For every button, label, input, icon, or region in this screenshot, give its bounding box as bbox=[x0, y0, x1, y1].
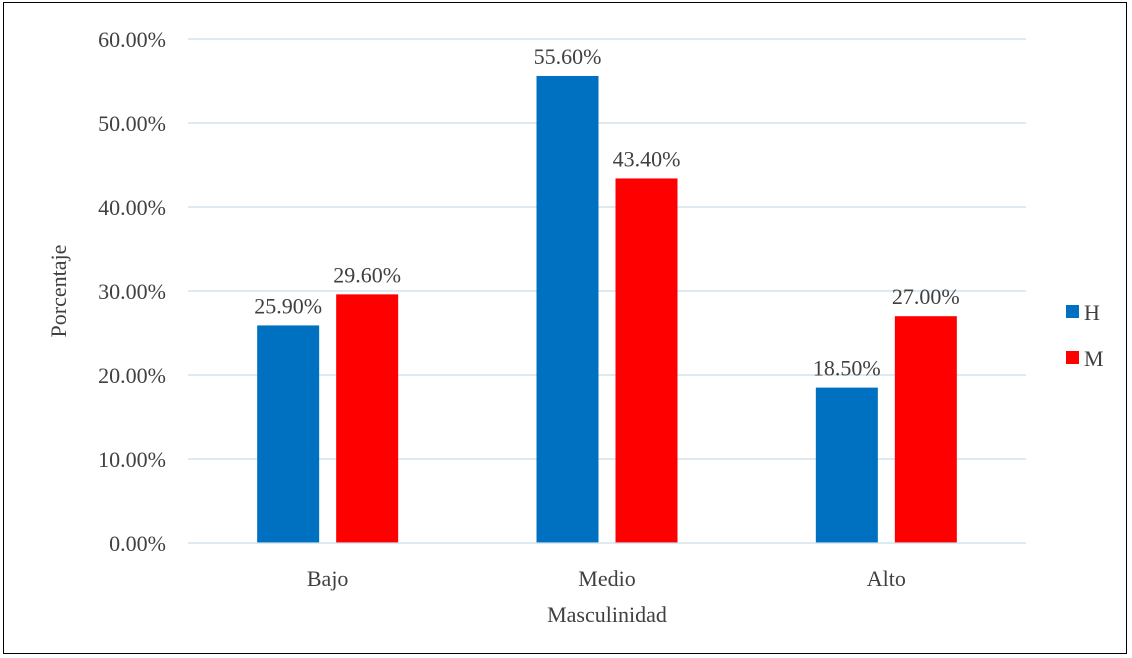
data-label: 29.60% bbox=[333, 262, 401, 287]
x-tick-label: Bajo bbox=[307, 566, 349, 591]
data-labels: 25.90% 29.60% 55.60% 43.40% 18.50% 27.00% bbox=[254, 44, 959, 381]
data-label: 18.50% bbox=[813, 356, 881, 381]
bars bbox=[257, 75, 957, 544]
bar-h-alto bbox=[815, 387, 878, 543]
bar-m-medio bbox=[615, 178, 678, 543]
legend-swatch-m bbox=[1066, 351, 1079, 364]
y-tick-label: 0.00% bbox=[109, 531, 166, 556]
y-tick-label: 20.00% bbox=[98, 363, 166, 388]
data-label: 25.90% bbox=[254, 293, 322, 318]
y-axis-ticks: 0.00% 10.00% 20.00% 30.00% 40.00% 50.00% 60.00… bbox=[98, 27, 166, 556]
y-tick-label: 60.00% bbox=[98, 27, 166, 52]
bar-h-medio bbox=[536, 75, 599, 544]
data-label: 43.40% bbox=[613, 146, 681, 171]
legend-label-h: H bbox=[1084, 300, 1100, 325]
x-tick-label: Alto bbox=[867, 566, 906, 591]
x-axis-ticks: Bajo Medio Alto bbox=[307, 566, 906, 591]
y-tick-label: 30.00% bbox=[98, 279, 166, 304]
gridlines bbox=[188, 38, 1026, 460]
bar-h-bajo bbox=[257, 325, 320, 543]
y-tick-label: 50.00% bbox=[98, 111, 166, 136]
data-label: 55.60% bbox=[534, 44, 602, 69]
data-label: 27.00% bbox=[892, 284, 960, 309]
y-axis-title: Porcentaje bbox=[46, 245, 71, 338]
legend-swatch-h bbox=[1066, 305, 1079, 318]
x-axis-title: Masculinidad bbox=[547, 602, 667, 627]
bar-m-alto bbox=[894, 316, 957, 543]
bar-m-bajo bbox=[336, 294, 399, 543]
legend: HM bbox=[1066, 300, 1104, 371]
y-tick-label: 40.00% bbox=[98, 195, 166, 220]
y-tick-label: 10.00% bbox=[98, 447, 166, 472]
legend-label-m: M bbox=[1084, 346, 1104, 371]
x-tick-label: Medio bbox=[578, 566, 635, 591]
